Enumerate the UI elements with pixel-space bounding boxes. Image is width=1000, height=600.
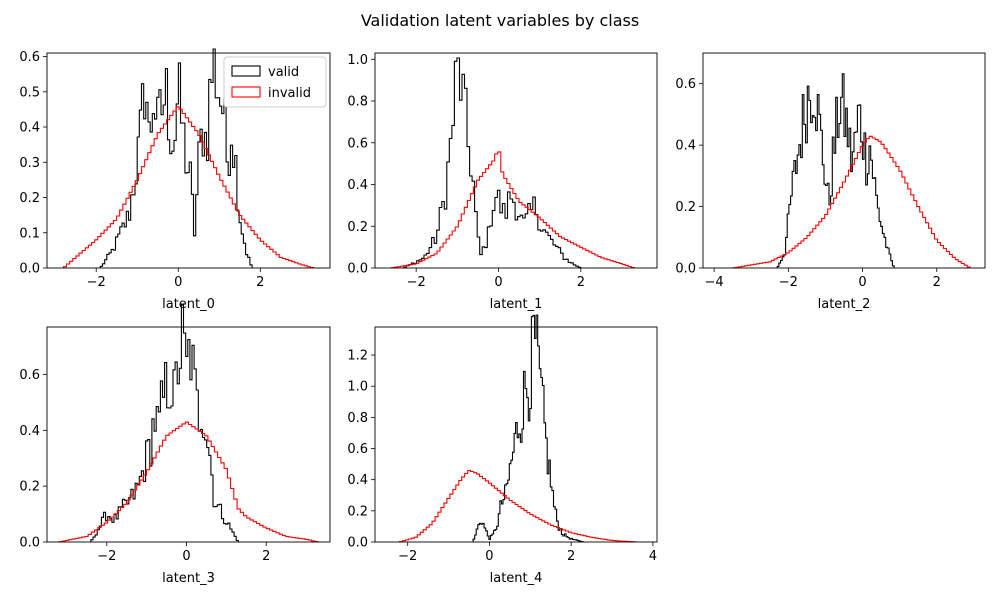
- x-tick-label: −2: [407, 275, 426, 290]
- x-tick-label: 0: [485, 549, 493, 564]
- y-tick-label: 0.2: [675, 200, 696, 215]
- y-tick-label: 0.1: [19, 226, 40, 241]
- series-valid-hist-0: [99, 48, 253, 268]
- y-tick-label: 0.2: [19, 480, 40, 495]
- x-tick-label: 2: [933, 275, 941, 290]
- axes-frame-4: [374, 326, 658, 543]
- x-tick-label: 0: [494, 275, 502, 290]
- x-axis-label: latent_2: [818, 297, 871, 312]
- legend-box: [223, 56, 327, 108]
- y-tick-label: 0.0: [19, 536, 40, 551]
- series-invalid-hist-1: [390, 151, 635, 269]
- subplot-0: −2 0 2 0.0 0.1 0.2 0.3 0.4 0.5 0.6 latent_0 valid in…: [19, 48, 331, 312]
- x-axis-label: latent_4: [490, 571, 543, 586]
- x-axis-label: latent_1: [490, 297, 543, 312]
- x-tick-label: 0: [858, 275, 866, 290]
- y-tick-label: 0.3: [19, 156, 40, 171]
- x-tick-label: 0: [174, 275, 182, 290]
- y-tick-label: 0.6: [347, 442, 368, 457]
- series-invalid-hist-3: [58, 421, 319, 543]
- x-tick-label: −4: [705, 275, 724, 290]
- series-valid-hist-3: [90, 304, 239, 542]
- axes-frame-0: [46, 52, 331, 269]
- y-tick-label: 0.0: [675, 262, 696, 277]
- y-tick-label: 0.4: [19, 424, 40, 439]
- legend-label-invalid: invalid: [268, 86, 311, 101]
- legend-label-valid: valid: [268, 65, 299, 80]
- subplot-1: −2 0 2 0.0 0.2 0.4 0.6 0.8 1.0 latent_1: [347, 52, 658, 312]
- x-tick-label: 2: [567, 549, 575, 564]
- series-valid-hist-4: [472, 314, 584, 543]
- y-tick-label: 0.5: [19, 85, 40, 100]
- y-tick-label: 0.4: [19, 121, 40, 136]
- x-tick-label: 0: [182, 549, 190, 564]
- y-tick-label: 1.0: [347, 380, 368, 395]
- y-tick-label: 1.0: [347, 53, 368, 68]
- y-tick-label: 1.2: [347, 349, 368, 364]
- y-tick-label: 0.2: [19, 191, 40, 206]
- series-valid-hist-1: [403, 57, 582, 268]
- y-tick-label: 0.6: [675, 77, 696, 92]
- x-axis-label: latent_0: [162, 297, 215, 312]
- x-tick-label: −2: [87, 275, 106, 290]
- y-tick-label: 0.0: [347, 536, 368, 551]
- y-tick-label: 0.2: [347, 504, 368, 519]
- axes-frame-2: [702, 52, 986, 269]
- subplot-2: −4 −2 0 2 0.0 0.2 0.4 0.6 latent_2: [675, 52, 986, 312]
- x-tick-label: 2: [256, 275, 264, 290]
- legend: valid invalid: [223, 56, 327, 108]
- x-tick-label: 4: [649, 549, 657, 564]
- series-invalid-hist-4: [398, 469, 638, 543]
- y-tick-label: 0.8: [347, 95, 368, 110]
- figure-title: Validation latent variables by class: [361, 11, 639, 30]
- y-tick-label: 0.0: [347, 262, 368, 277]
- y-tick-label: 0.4: [347, 178, 368, 193]
- x-axis-label: latent_3: [162, 571, 215, 586]
- axes-frame-1: [374, 52, 658, 269]
- x-tick-label: −2: [398, 549, 417, 564]
- x-tick-label: −2: [779, 275, 798, 290]
- subplot-3: −2 0 2 0.0 0.2 0.4 0.6 latent_3: [19, 304, 331, 586]
- y-tick-label: 0.6: [347, 136, 368, 151]
- y-tick-label: 0.4: [675, 139, 696, 154]
- axes-frame-3: [46, 326, 331, 543]
- y-tick-label: 0.8: [347, 411, 368, 426]
- y-tick-label: 0.4: [347, 473, 368, 488]
- y-tick-label: 0.2: [347, 220, 368, 235]
- series-valid-hist-2: [776, 73, 895, 268]
- legend-swatch-invalid: [231, 86, 261, 98]
- x-tick-label: −2: [97, 549, 116, 564]
- x-tick-label: 2: [262, 549, 270, 564]
- legend-swatch-valid: [231, 65, 261, 77]
- y-tick-label: 0.0: [19, 262, 40, 277]
- subplot-4: −2 0 2 4 0.0 0.2 0.4 0.6 0.8 1.0 1.2 latent_4: [347, 314, 658, 586]
- y-tick-label: 0.6: [19, 50, 40, 65]
- y-tick-label: 0.6: [19, 368, 40, 383]
- series-invalid-hist-2: [732, 135, 971, 269]
- series-invalid-hist-0: [62, 106, 315, 269]
- subplot-grid: −2 0 2 0.0 0.1 0.2 0.3 0.4 0.5 0.6 latent_0 valid in…: [19, 48, 986, 586]
- x-tick-label: 2: [577, 275, 585, 290]
